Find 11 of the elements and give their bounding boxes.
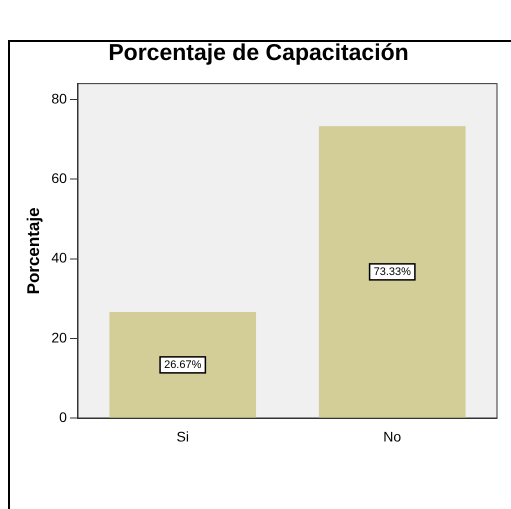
y-tick-label: 40: [51, 250, 68, 266]
y-tick-label: 0: [59, 409, 68, 426]
data-label: 73.33%: [374, 266, 412, 278]
y-tick-label: 80: [51, 90, 68, 106]
y-axis-title: Porcentaje: [24, 207, 43, 294]
x-tick-label: No: [383, 428, 402, 444]
data-label: 26.67%: [164, 358, 202, 371]
chart-title: Porcentaje de Capacitación: [108, 39, 409, 66]
y-tick-label: 60: [51, 170, 68, 186]
y-tick-label: 20: [51, 329, 68, 346]
x-tick-label: Si: [176, 428, 189, 444]
